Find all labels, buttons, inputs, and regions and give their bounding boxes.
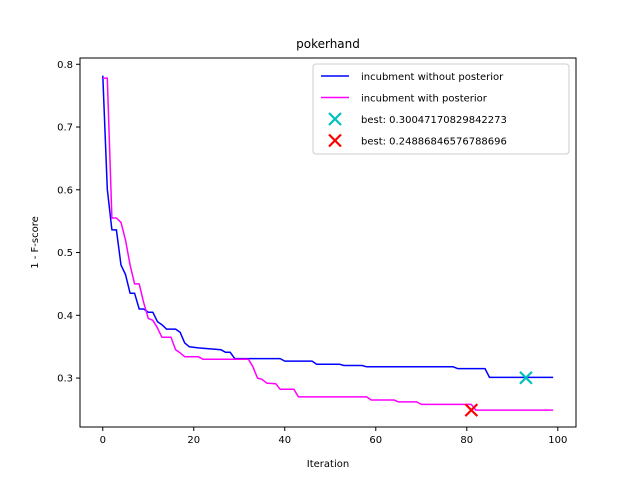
- y-tick-label: 0.4: [57, 311, 73, 322]
- y-axis-label: 1 - F-score: [30, 216, 41, 269]
- legend-label: incubment without posterior: [361, 72, 504, 83]
- legend-entry-3: best: 0.30047170829842273: [328, 112, 507, 126]
- legend-entry-1: incubment without posterior: [321, 72, 504, 83]
- y-tick-label: 0.7: [57, 123, 73, 134]
- legend-label: best: 0.24886846576788696: [361, 137, 507, 148]
- x-tick-label: 40: [278, 435, 291, 446]
- y-tick-label: 0.8: [57, 60, 73, 71]
- y-tick-label: 0.6: [57, 185, 73, 196]
- series-line-2: [102, 77, 554, 411]
- best-marker-2: [464, 403, 479, 417]
- x-tick-label: 60: [369, 435, 382, 446]
- legend-entry-4: best: 0.24886846576788696: [328, 133, 507, 148]
- x-tick-label: 20: [187, 435, 200, 446]
- y-axis-ticks: 0.3 0.4 0.5 0.6 0.7 0.8: [57, 60, 80, 385]
- legend: incubment without posterior incubment wit…: [312, 63, 570, 155]
- x-tick-label: 0: [100, 435, 106, 446]
- y-tick-label: 0.3: [57, 374, 73, 385]
- legend-entry-2: incubment with posterior: [321, 94, 488, 105]
- chart-title: pokerhand: [296, 37, 360, 51]
- best-marker-1: [519, 370, 533, 385]
- legend-x-marker: [328, 112, 342, 126]
- best-markers-layer: [464, 370, 533, 417]
- series-layer: [102, 75, 554, 411]
- series-line-1: [102, 75, 554, 379]
- legend-box: [312, 63, 570, 155]
- x-axis-ticks: 0 20 40 60 80 100: [100, 427, 567, 446]
- legend-label: incubment with posterior: [361, 94, 488, 105]
- legend-x-marker: [328, 133, 342, 148]
- x-axis-label: Iteration: [307, 459, 349, 470]
- y-tick-label: 0.5: [57, 248, 73, 259]
- x-tick-label: 100: [548, 435, 567, 446]
- plot-frame: [79, 57, 577, 428]
- legend-label: best: 0.30047170829842273: [361, 115, 507, 126]
- x-tick-label: 80: [460, 435, 473, 446]
